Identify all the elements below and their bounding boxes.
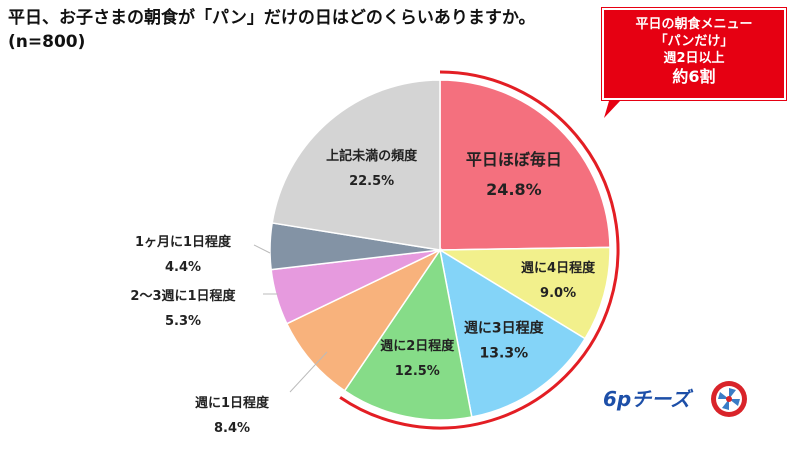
pie-slice bbox=[343, 248, 473, 421]
logo-text: 6pチーズ bbox=[603, 387, 691, 411]
slice-label: 週に3日程度 bbox=[464, 319, 545, 336]
pie-slice bbox=[271, 79, 441, 251]
callout-line-4: 約6割 bbox=[672, 67, 716, 86]
cheese-box-icon bbox=[711, 381, 747, 417]
pie-slice bbox=[285, 248, 443, 392]
highlight-arc bbox=[339, 70, 620, 430]
callout-line-1: 平日の朝食メニュー bbox=[635, 17, 753, 32]
title-question: 平日、お子さまの朝食が「パン」だけの日はどのくらいありますか。 bbox=[8, 8, 536, 28]
slice-label: 週に4日程度 bbox=[521, 260, 596, 276]
callout-box: 平日の朝食メニュー 「パンだけ」 週2日以上 約6割 bbox=[602, 8, 786, 100]
slice-value: 13.3% bbox=[480, 345, 529, 361]
slice-value: 12.5% bbox=[395, 364, 440, 379]
chart-title: 平日、お子さまの朝食が「パン」だけの日はどのくらいありますか。 (n=800) bbox=[8, 6, 536, 54]
slice-label: 平日ほぼ毎日 bbox=[466, 150, 562, 169]
title-sample-size: (n=800) bbox=[8, 32, 86, 52]
slice-label: 上記未満の頻度 bbox=[326, 148, 418, 164]
pie-slice bbox=[438, 248, 587, 418]
leader-line bbox=[289, 351, 328, 393]
slice-label: 週に1日程度 bbox=[195, 395, 270, 411]
pie-slice bbox=[437, 246, 611, 340]
slice-value: 24.8% bbox=[486, 180, 542, 199]
slice-label: 2～3週に1日程度 bbox=[130, 288, 236, 304]
pie-slice bbox=[439, 79, 611, 251]
slice-value: 22.5% bbox=[349, 174, 394, 189]
slice-label: 週に2日程度 bbox=[380, 338, 455, 354]
slice-value: 4.4% bbox=[165, 260, 201, 275]
callout-line-3: 週2日以上 bbox=[663, 51, 725, 66]
callout-line-2: 「パンだけ」 bbox=[654, 34, 734, 49]
leader-line bbox=[253, 244, 271, 254]
slice-value: 8.4% bbox=[214, 421, 250, 436]
slice-value: 5.3% bbox=[165, 314, 201, 329]
slice-value: 9.0% bbox=[540, 286, 576, 301]
slice-label: 1ヶ月に1日程度 bbox=[135, 234, 232, 250]
brand-logo: 6pチーズ bbox=[603, 379, 798, 419]
